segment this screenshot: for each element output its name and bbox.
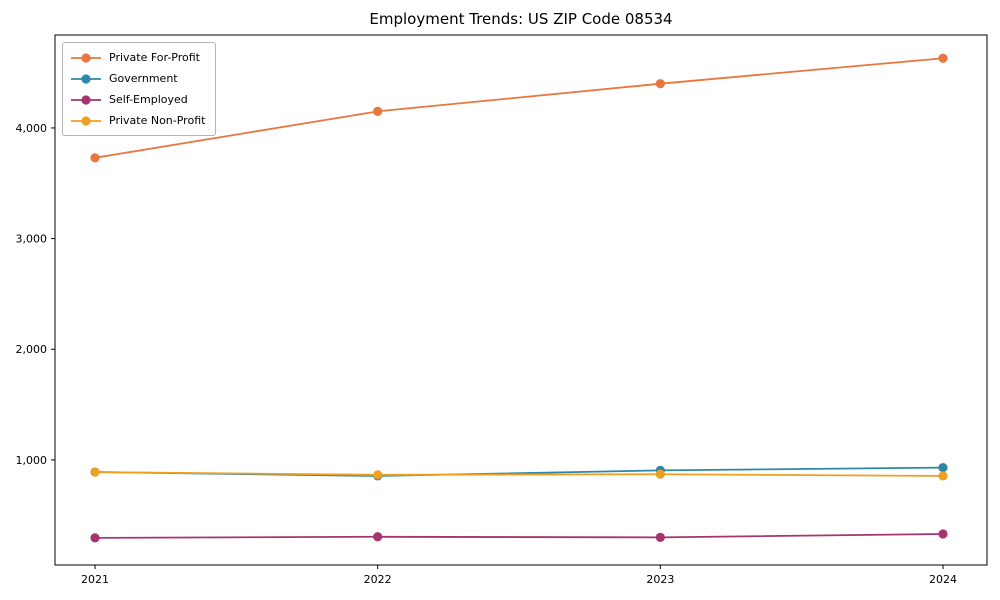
legend-label: Self-Employed [109, 93, 188, 106]
legend-label: Private For-Profit [109, 51, 200, 64]
series-line-private-non-profit [94, 471, 944, 477]
legend-label: Private Non-Profit [109, 114, 206, 127]
series-marker-self-employed [373, 532, 383, 542]
legend-item-self-employed: Self-Employed [71, 91, 205, 108]
legend: Private For-Profit Government Self-Employe… [62, 42, 217, 136]
legend-marker-icon [71, 94, 101, 105]
series-marker-government [938, 463, 948, 473]
chart-title: Employment Trends: US ZIP Code 08534 [369, 10, 673, 28]
series-line-private-for-profit [94, 57, 944, 159]
y-tick-label: 4,000 [16, 122, 48, 135]
series-marker-private-non-profit [655, 469, 665, 479]
x-tick-label: 2024 [929, 573, 957, 586]
x-tick-label: 2021 [81, 573, 109, 586]
y-tick-label: 2,000 [16, 343, 48, 356]
series-marker-private-for-profit [90, 153, 100, 163]
series-marker-private-non-profit [938, 471, 948, 481]
legend-item-private-non-profit: Private Non-Profit [71, 112, 205, 129]
legend-marker-icon [71, 115, 101, 126]
series-marker-private-for-profit [938, 53, 948, 63]
legend-item-private-for-profit: Private For-Profit [71, 49, 205, 66]
series-marker-private-non-profit [373, 470, 383, 480]
legend-marker-icon [71, 52, 101, 63]
series-marker-self-employed [655, 532, 665, 542]
legend-item-government: Government [71, 70, 205, 87]
legend-label: Government [109, 72, 178, 85]
y-tick-label: 1,000 [16, 454, 48, 467]
series-marker-private-for-profit [655, 79, 665, 89]
series-marker-private-for-profit [373, 106, 383, 116]
x-tick-label: 2023 [646, 573, 674, 586]
x-tick-label: 2022 [364, 573, 392, 586]
series-marker-self-employed [90, 533, 100, 543]
y-tick-label: 3,000 [16, 233, 48, 246]
series-marker-private-non-profit [90, 467, 100, 477]
axes-box [54, 34, 988, 566]
legend-marker-icon [71, 73, 101, 84]
series-line-self-employed [94, 533, 944, 539]
series-marker-self-employed [938, 529, 948, 539]
